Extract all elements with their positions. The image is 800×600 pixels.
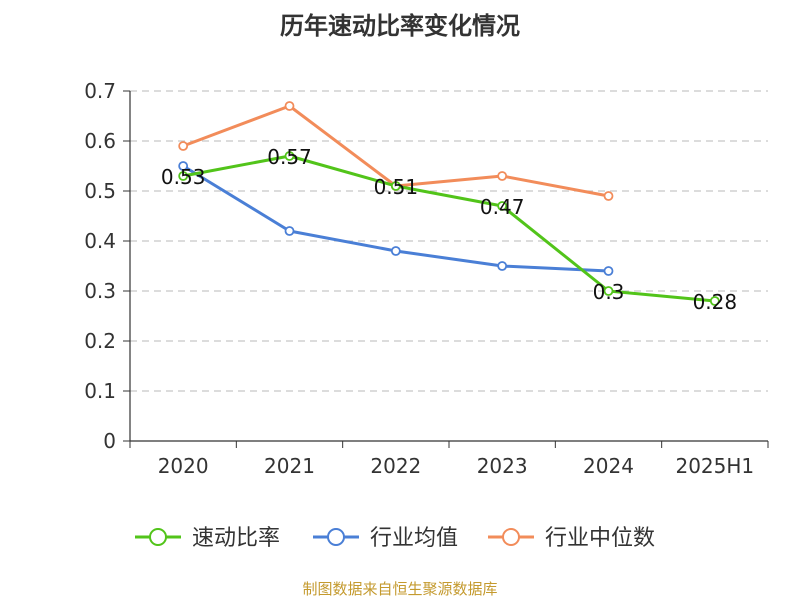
data-point [178, 171, 189, 181]
data-labels: 0.53 0.57 0.51 0.47 0.3 0.28 [161, 145, 737, 314]
x-tick-label: 2021 [264, 454, 315, 478]
legend: 速动比率 行业均值 行业中位数 [135, 526, 655, 551]
y-tick-label: 0.5 [84, 179, 116, 203]
x-tick-label: 2025H1 [675, 454, 754, 478]
legend-marker [327, 528, 345, 546]
data-label: 0.51 [374, 175, 419, 199]
axes: 0 0.1 0.2 0.3 0.4 0.5 0.6 0.7 2020 2021 2022 2023 20… [84, 79, 769, 478]
legend-marker [149, 528, 167, 546]
data-point [497, 261, 508, 271]
data-label: 0.28 [693, 290, 738, 314]
series-lines [178, 101, 720, 306]
series-line [182, 154, 715, 303]
y-tick-label: 0.3 [84, 279, 116, 303]
x-tick-label: 2023 [477, 454, 528, 478]
y-tick-label: 0.2 [84, 329, 116, 353]
data-point [390, 246, 401, 256]
y-tick-label: 0 [103, 429, 116, 453]
data-point [284, 226, 295, 236]
data-point [603, 191, 614, 201]
data-point [709, 296, 720, 306]
data-point [178, 161, 189, 171]
legend-marker [502, 528, 520, 546]
source-note: 制图数据来自恒生聚源数据库 [302, 580, 498, 598]
y-tick-label: 0.4 [84, 229, 116, 253]
data-point [603, 266, 614, 276]
data-point [390, 181, 401, 191]
data-point [284, 151, 295, 161]
y-tick-label: 0.7 [84, 79, 116, 103]
data-label: 0.3 [593, 280, 625, 304]
data-point [603, 286, 614, 296]
chart-title: 历年速动比率变化情况 [280, 12, 520, 40]
legend-label: 速动比率 [192, 526, 280, 551]
x-tick-label: 2020 [158, 454, 209, 478]
x-tick-label: 2024 [583, 454, 634, 478]
data-point [178, 141, 189, 151]
data-label: 0.47 [480, 195, 525, 219]
x-tick-label: 2022 [370, 454, 421, 478]
data-label: 0.53 [161, 165, 206, 189]
data-point [497, 171, 508, 181]
grid-lines [130, 90, 768, 392]
legend-label: 行业均值 [370, 526, 458, 551]
data-point [284, 101, 295, 111]
legend-label: 行业中位数 [545, 526, 655, 551]
data-label: 0.57 [267, 145, 312, 169]
y-tick-label: 0.6 [84, 129, 116, 153]
data-point [497, 201, 508, 211]
y-tick-label: 0.1 [84, 379, 116, 403]
